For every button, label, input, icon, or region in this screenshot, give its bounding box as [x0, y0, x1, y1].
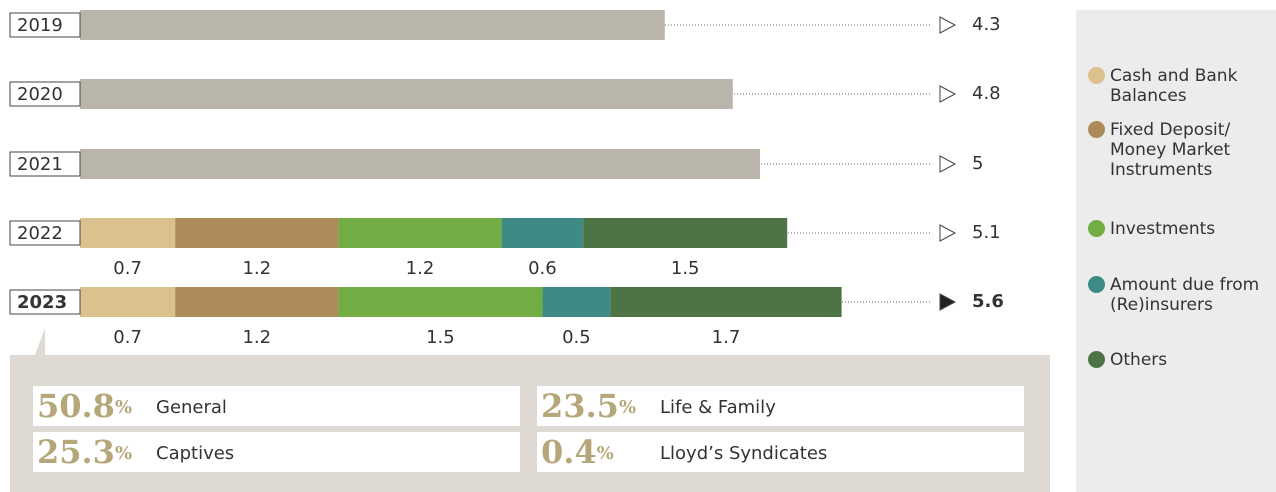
bar — [80, 79, 733, 109]
legend-item: Cash and Bank Balances — [1088, 66, 1276, 106]
legend-item: Fixed Deposit/ Money Market Instruments — [1088, 120, 1276, 180]
breakdown-number: 25.3 — [37, 433, 115, 471]
bar-segment — [338, 287, 543, 317]
legend-item: Investments — [1088, 219, 1276, 239]
breakdown-box — [33, 432, 520, 472]
year-label: 2019 — [17, 15, 63, 36]
total-label: 5.1 — [972, 222, 1001, 243]
breakdown-label: Life & Family — [660, 397, 776, 418]
breakdown-unit: % — [597, 443, 614, 464]
arrow — [939, 16, 957, 34]
legend-swatch — [1088, 276, 1105, 293]
year-label: 2021 — [17, 154, 63, 175]
segment-label: 1.5 — [671, 258, 700, 279]
year-box — [9, 220, 81, 246]
segment-label: 1.7 — [712, 327, 741, 348]
segment-label: 1.2 — [242, 327, 271, 348]
breakdown-box — [33, 386, 520, 426]
arrow — [939, 85, 957, 103]
year-box — [9, 289, 81, 315]
breakdown-value: 23.5% — [541, 387, 636, 425]
year-box — [9, 12, 81, 38]
bar-segment — [80, 218, 176, 248]
segment-label: 1.5 — [426, 327, 455, 348]
bar-segment — [175, 218, 339, 248]
arrow — [939, 224, 957, 242]
bar-segment — [175, 287, 339, 317]
year-box — [9, 81, 81, 107]
legend-item: Amount due from (Re)insurers — [1088, 275, 1276, 315]
chart: 2019 4.3 2020 4.8 2021 5 0.7 1.2 1.2 0.6 1.5 2022 5.… — [9, 10, 1050, 492]
bar — [80, 149, 760, 179]
breakdown-box — [537, 432, 1024, 472]
bar — [80, 10, 665, 40]
bar-segment — [80, 287, 176, 317]
segment-label: 0.5 — [562, 327, 591, 348]
year-label: 2022 — [17, 223, 63, 244]
legend-label: Fixed Deposit/ Money Market Instruments — [1110, 120, 1231, 180]
breakdown-unit: % — [619, 397, 636, 418]
segment-label: 0.7 — [113, 327, 142, 348]
breakdown-unit: % — [115, 397, 132, 418]
legend-label: Cash and Bank Balances — [1110, 66, 1238, 106]
legend-swatch — [1088, 67, 1105, 84]
legend-swatch — [1088, 351, 1105, 368]
breakdown-number: 0.4 — [541, 433, 597, 471]
legend-swatch — [1088, 220, 1105, 237]
bar-segment — [542, 287, 611, 317]
segment-label: 1.2 — [242, 258, 271, 279]
year-box — [9, 151, 81, 177]
legend-item: Others — [1088, 350, 1276, 370]
total-label: 5 — [972, 153, 983, 174]
breakdown-box — [537, 386, 1024, 426]
breakdown-unit: % — [115, 443, 132, 464]
legend-swatch — [1088, 121, 1105, 138]
bar-segment — [583, 218, 788, 248]
breakdown-label: Lloyd’s Syndicates — [660, 443, 827, 464]
legend: Cash and Bank Balances Fixed Deposit/ Mon… — [1076, 10, 1276, 492]
segment-label: 1.2 — [406, 258, 435, 279]
breakdown-value: 25.3% — [37, 433, 132, 471]
legend-label: Amount due from (Re)insurers — [1110, 275, 1260, 315]
breakdown-number: 23.5 — [541, 387, 619, 425]
year-label: 2023 — [17, 292, 67, 313]
bar-segment — [338, 218, 502, 248]
legend-label: Investments — [1110, 219, 1216, 239]
total-label: 4.8 — [972, 83, 1001, 104]
total-label: 5.6 — [972, 291, 1004, 312]
segment-label: 0.6 — [528, 258, 557, 279]
breakdown-label: Captives — [156, 443, 234, 464]
breakdown-label: General — [156, 397, 227, 418]
legend-label: Others — [1110, 350, 1168, 370]
arrow — [939, 155, 957, 173]
total-label: 4.3 — [972, 14, 1001, 35]
year-label: 2020 — [17, 84, 63, 105]
bar-segment — [501, 218, 584, 248]
breakdown-value: 0.4% — [541, 433, 614, 471]
bar-segment — [610, 287, 842, 317]
arrow — [939, 293, 957, 311]
segment-label: 0.7 — [113, 258, 142, 279]
breakdown-value: 50.8% — [37, 387, 132, 425]
breakdown-number: 50.8 — [37, 387, 115, 425]
